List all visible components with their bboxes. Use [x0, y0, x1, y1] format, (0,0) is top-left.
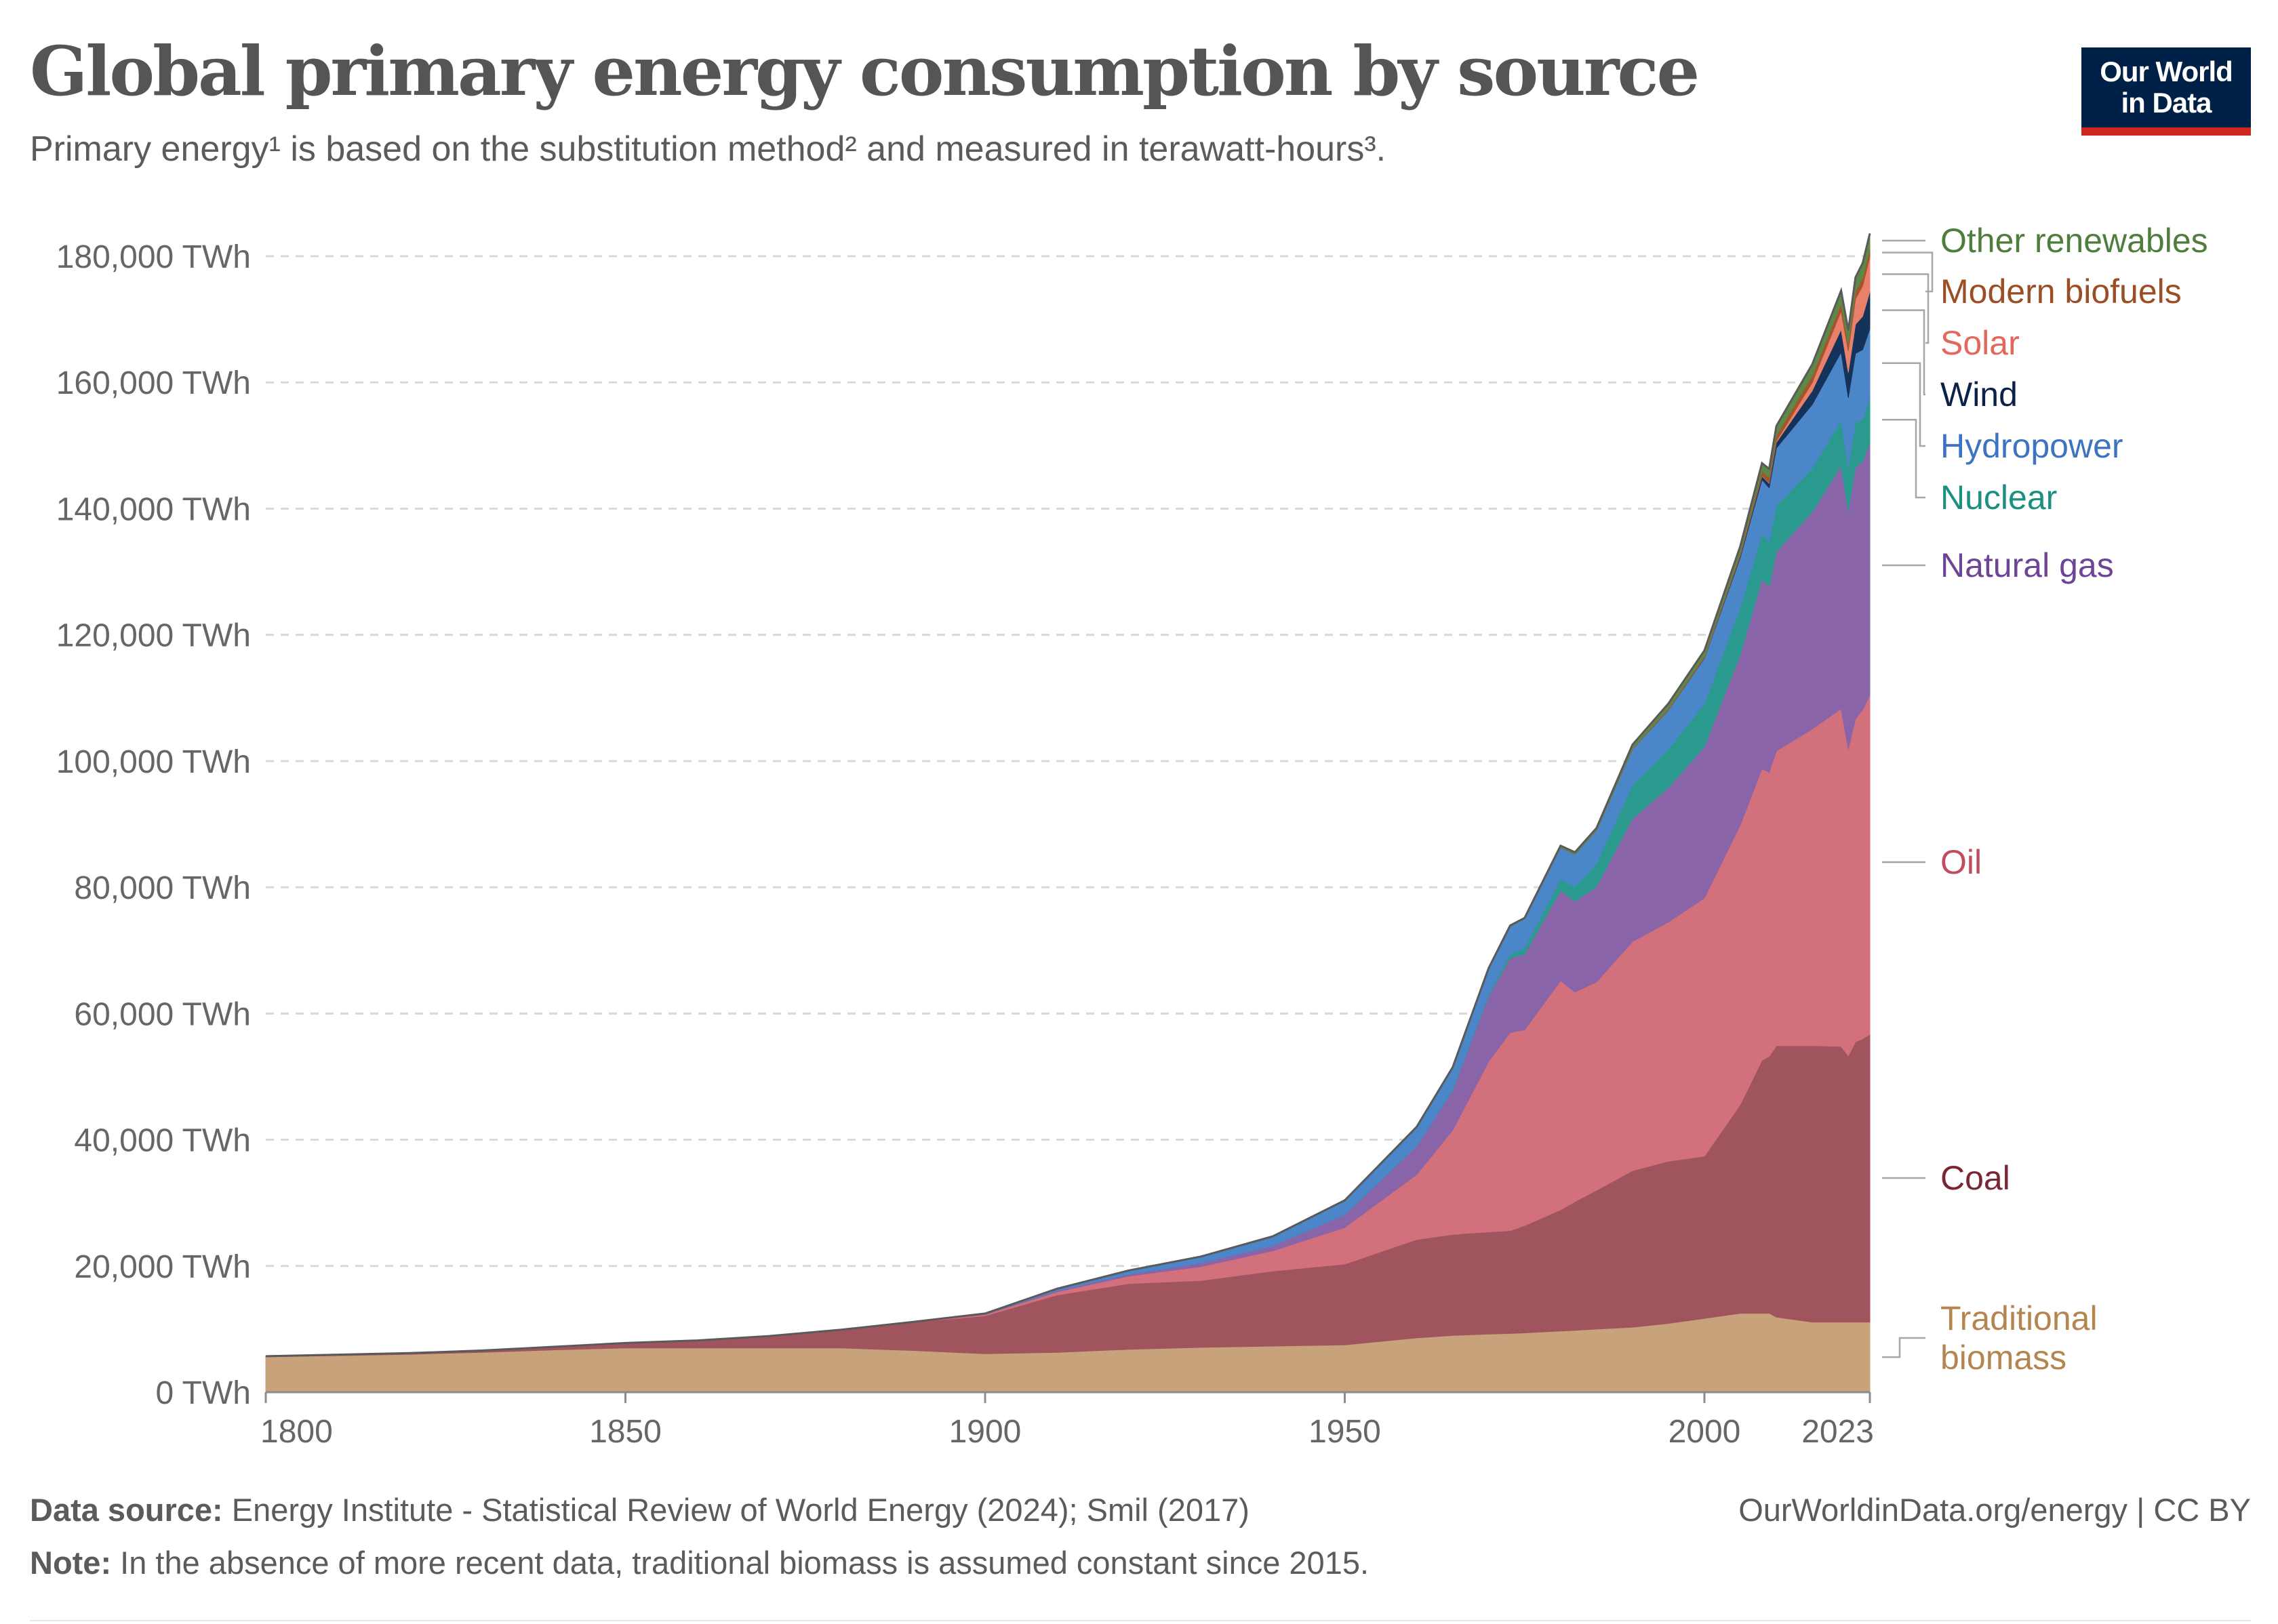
legend-connector [1882, 251, 1934, 293]
x-tick-label: 1800 [260, 1414, 333, 1450]
logo-line-2: in Data [2121, 87, 2212, 119]
y-tick-label: 20,000 TWh [74, 1249, 251, 1285]
legend-label: Coal [1940, 1159, 2010, 1197]
chart-note: Note: In the absence of more recent data… [30, 1544, 1369, 1581]
note-label: Note: [30, 1545, 112, 1581]
y-tick-label: 100,000 TWh [56, 744, 251, 780]
legend-label: Natural gas [1940, 546, 2114, 584]
legend-label: Traditional biomass [1940, 1299, 2098, 1377]
x-tick-label: 1850 [589, 1414, 662, 1450]
legend-connector [1882, 309, 1925, 396]
y-tick-label: 140,000 TWh [56, 491, 251, 527]
legend-label: Nuclear [1940, 479, 2057, 516]
legend-label: Oil [1940, 843, 1982, 881]
total-outline [265, 233, 1871, 1358]
legend-connector [1882, 418, 1925, 499]
legend-label: Other renewables [1940, 222, 2208, 260]
y-tick-label: 60,000 TWh [74, 996, 251, 1032]
legend-label: Modern biofuels [1940, 272, 2182, 310]
logo-line-1: Our World [2100, 56, 2233, 87]
owid-logo[interactable]: Our World in Data [2081, 47, 2251, 136]
x-tick-label: 1900 [949, 1414, 1022, 1450]
y-tick-label: 80,000 TWh [74, 870, 251, 906]
stacked-areas[interactable] [265, 233, 1871, 1393]
legend-connector [1882, 362, 1925, 447]
x-axis-ticks: 1800 1850 1900 1950 2000 2023 [260, 1392, 1874, 1450]
data-source-label: Data source: [30, 1492, 223, 1528]
y-tick-label: 120,000 TWh [56, 618, 251, 654]
legend-connector [1882, 1337, 1925, 1358]
data-source-text: Energy Institute - Statistical Review of… [231, 1492, 1250, 1528]
y-tick-label: 0 TWh [156, 1375, 251, 1411]
y-tick-label: 160,000 TWh [56, 365, 251, 401]
footer-divider [30, 1620, 2251, 1621]
source-url-license[interactable]: OurWorldinData.org/energy | CC BY [1738, 1492, 2251, 1528]
data-source: Data source: Energy Institute - Statisti… [30, 1491, 1250, 1528]
y-tick-label: 40,000 TWh [74, 1123, 251, 1159]
legend-label: Wind [1940, 375, 2018, 413]
legend-label: Hydropower [1940, 427, 2123, 465]
note-text: In the absence of more recent data, trad… [120, 1545, 1370, 1581]
series-legend: Other renewables Modern biofuels Solar Wind… [1882, 222, 2208, 1377]
legend-connector [1882, 273, 1930, 344]
x-tick-label: 2000 [1668, 1414, 1741, 1450]
x-tick-label: 1950 [1308, 1414, 1381, 1450]
y-axis-ticks: 0 TWh 20,000 TWh 40,000 TWh 60,000 TWh 80,00… [56, 239, 251, 1411]
y-tick-label: 180,000 TWh [56, 239, 251, 275]
energy-area-chart: 0 TWh 20,000 TWh 40,000 TWh 60,000 TWh 80,00… [56, 222, 2208, 1450]
legend-label: Solar [1940, 324, 2020, 362]
x-tick-label: 2023 [1801, 1414, 1874, 1450]
chart-subtitle: Primary energy¹ is based on the substitu… [30, 129, 1386, 169]
page-title: Global primary energy consumption by sou… [30, 31, 1700, 111]
